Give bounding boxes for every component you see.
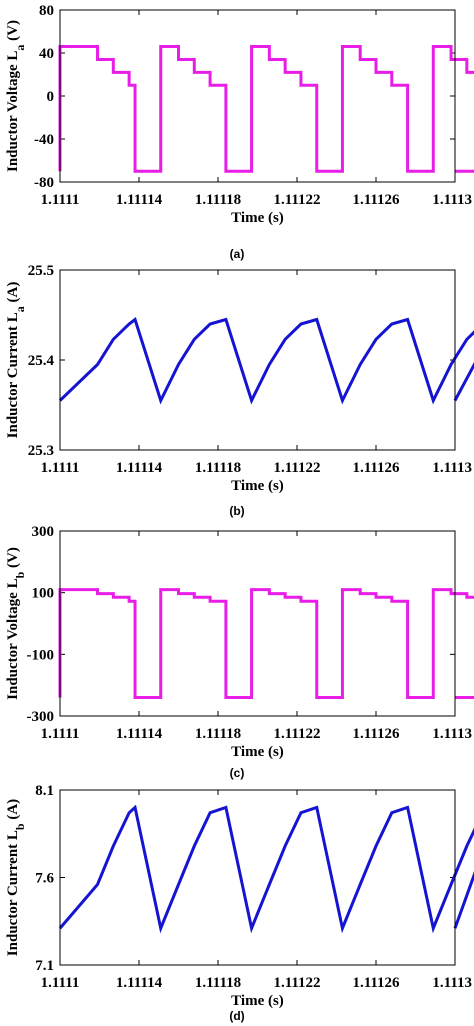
x-tick-label: 1.1111 <box>41 460 80 476</box>
x-tick-label: 1.11126 <box>352 726 400 742</box>
y-tick-label: -100 <box>27 647 55 663</box>
series-line <box>58 804 474 934</box>
panel-a: 80 40 0 -40 -801.1111 1.11114 1.11118 1.11122 1.… <box>5 3 474 261</box>
y-tick-label: 80 <box>39 3 54 19</box>
axes-box <box>59 269 456 451</box>
y-tick-label: 7.6 <box>35 871 54 887</box>
x-tick-label: 1.11118 <box>195 975 241 991</box>
x-tick-label: 1.11126 <box>352 975 400 991</box>
y-tick-label: 7.1 <box>35 958 54 974</box>
y-axis-label: Inductor Current Lb (A) <box>5 799 27 956</box>
y-tick-label: 8.1 <box>35 783 54 799</box>
x-tick-label: 1.11118 <box>195 726 241 742</box>
x-axis-label: Time (s) <box>231 993 284 1009</box>
panel-label: (c) <box>230 766 245 780</box>
x-tick-label: 1.11114 <box>116 726 163 742</box>
series-line <box>58 45 474 173</box>
y-tick-label: 25.4 <box>28 353 55 369</box>
x-tick-label: 1.11122 <box>273 726 320 742</box>
x-tick-label: 1.11122 <box>273 975 320 991</box>
x-tick-label: 1.1111 <box>41 975 80 991</box>
panel-d: 8.1 7.6 7.11.1111 1.11114 1.11118 1.11122 1.11… <box>5 783 474 1023</box>
y-axis-label: Inductor Voltage Lb (V) <box>5 547 27 700</box>
x-axis-label: Time (s) <box>231 478 284 494</box>
x-tick-label: 1.11114 <box>116 460 163 476</box>
x-tick-label: 1.1111 <box>41 726 80 742</box>
x-tick-label: 1.1113 <box>432 192 472 208</box>
y-tick-label: -300 <box>27 709 55 725</box>
x-tick-label: 1.11122 <box>273 192 320 208</box>
x-tick-label: 1.11114 <box>116 975 163 991</box>
x-tick-label: 1.1113 <box>432 460 472 476</box>
y-tick-label: -80 <box>34 175 54 191</box>
panel-label: (b) <box>229 504 244 518</box>
x-tick-label: 1.11118 <box>195 192 241 208</box>
x-tick-label: 1.1111 <box>41 192 80 208</box>
y-axis-label: Inductor Voltage La (V) <box>5 20 27 172</box>
x-tick-label: 1.1113 <box>432 726 472 742</box>
y-tick-label: 100 <box>32 586 55 602</box>
series-line <box>58 317 474 405</box>
x-tick-label: 1.11122 <box>273 460 320 476</box>
axes-box <box>59 9 456 183</box>
x-tick-label: 1.1113 <box>432 975 472 991</box>
y-tick-label: 300 <box>32 524 55 540</box>
y-tick-label: -40 <box>34 132 54 148</box>
x-axis-label: Time (s) <box>231 744 284 760</box>
axes-box <box>59 530 456 717</box>
axes-box <box>59 789 456 966</box>
x-tick-label: 1.11118 <box>195 460 241 476</box>
y-tick-label: 40 <box>39 46 54 62</box>
y-tick-label: 0 <box>47 89 55 105</box>
x-tick-label: 1.11114 <box>116 192 163 208</box>
panel-label: (d) <box>229 1009 244 1023</box>
y-tick-label: 25.3 <box>28 443 54 459</box>
x-tick-label: 1.11126 <box>352 460 400 476</box>
series-line <box>58 588 474 699</box>
panel-label: (a) <box>230 247 245 261</box>
x-tick-label: 1.11126 <box>352 192 400 208</box>
y-tick-label: 25.5 <box>28 263 54 279</box>
panel-b: 25.5 25.4 25.31.1111 1.11114 1.11118 1.11122 1… <box>5 263 474 518</box>
y-axis-label: Inductor Current La (A) <box>5 282 27 439</box>
x-axis-label: Time (s) <box>231 210 284 226</box>
